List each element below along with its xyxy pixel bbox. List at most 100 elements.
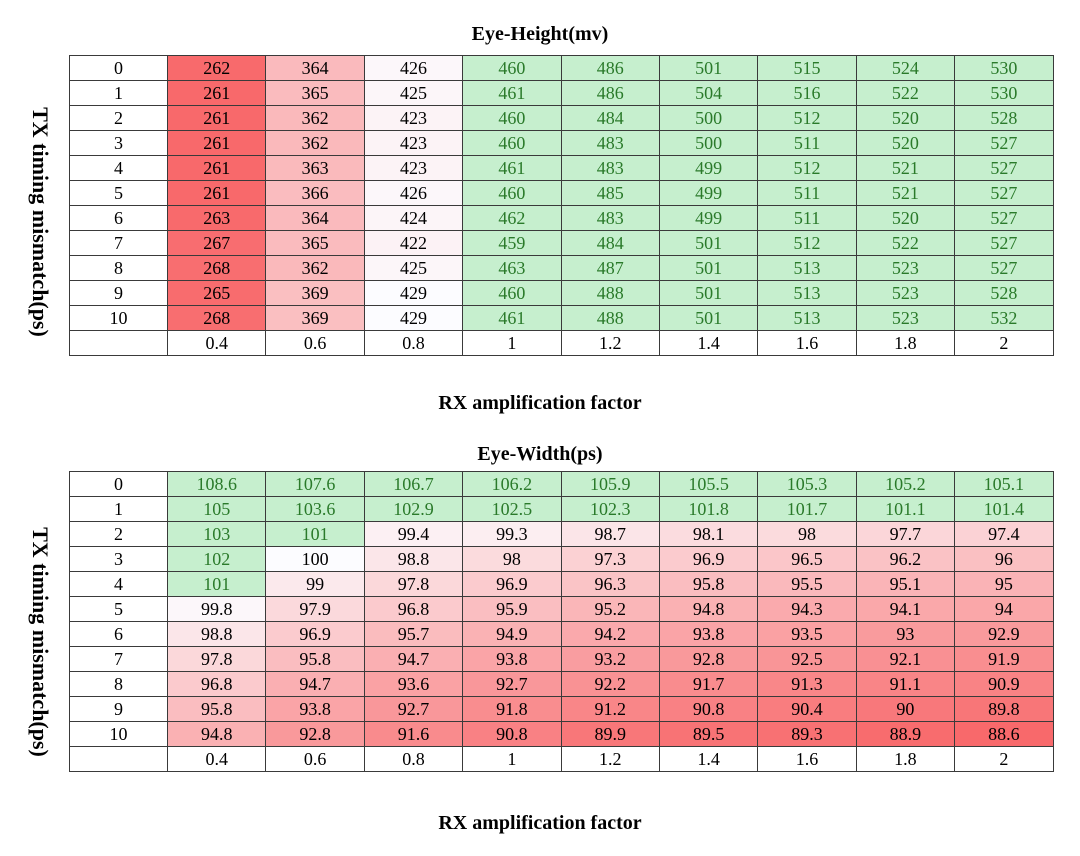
heatmap-cell: 96.9	[462, 571, 562, 597]
x-tick-label: 0.6	[265, 330, 365, 356]
heatmap-cell: 530	[954, 55, 1054, 81]
heatmap-cell: 423	[363, 130, 464, 156]
heatmap-cell: 99.8	[166, 596, 267, 622]
heatmap-cell: 527	[954, 180, 1054, 206]
heatmap-cell: 429	[363, 305, 464, 331]
heatmap-cell: 94	[954, 596, 1054, 622]
y-axis-label: TX timing mismatch(ps)	[28, 527, 53, 757]
heatmap-cell: 93.6	[363, 671, 464, 697]
heatmap-cell: 95.8	[265, 646, 365, 672]
heatmap-cell: 94.7	[265, 671, 365, 697]
row-label: 5	[69, 596, 168, 622]
heatmap-cell: 96.5	[757, 546, 857, 572]
heatmap-cell: 89.8	[954, 696, 1054, 722]
x-tick-label: 0.8	[363, 746, 464, 772]
heatmap-cell: 501	[658, 230, 759, 256]
heatmap-cell: 88.9	[855, 721, 956, 747]
heatmap-cell: 105.5	[658, 471, 759, 497]
heatmap-cell: 98	[757, 521, 857, 547]
heatmap-cell: 261	[166, 130, 267, 156]
row-label: 10	[69, 721, 168, 747]
heatmap-cell: 499	[658, 155, 759, 181]
heatmap-cell: 460	[462, 105, 562, 131]
heatmap-cell: 94.8	[658, 596, 759, 622]
row-label: 9	[69, 696, 168, 722]
heatmap-cell: 98.8	[166, 621, 267, 647]
heatmap-row: 5 99.8 97.9 96.8 95.9 95.2 94.8 94.3 94.1 94	[69, 596, 1054, 622]
heatmap-cell: 486	[560, 55, 660, 81]
heatmap-cell: 93.8	[265, 696, 365, 722]
heatmap-cell: 105.1	[954, 471, 1054, 497]
heatmap-cell: 94.9	[462, 621, 562, 647]
heatmap-cell: 106.7	[363, 471, 464, 497]
heatmap-cell: 90.8	[658, 696, 759, 722]
heatmap-cell: 96.2	[855, 546, 956, 572]
x-tick-label: 1.4	[658, 746, 759, 772]
heatmap-row: 10 268 369 429 461 488 501 513 523 532	[69, 305, 1054, 331]
x-tick-label: 2	[954, 746, 1054, 772]
heatmap-cell: 91.9	[954, 646, 1054, 672]
heatmap-cell: 93.5	[757, 621, 857, 647]
heatmap-cell: 362	[265, 105, 365, 131]
row-label: 3	[69, 546, 168, 572]
heatmap-cell: 105.2	[855, 471, 956, 497]
heatmap-cell: 90.9	[954, 671, 1054, 697]
heatmap-cell: 366	[265, 180, 365, 206]
heatmap-row: 6 98.8 96.9 95.7 94.9 94.2 93.8 93.5 93 92.9	[69, 621, 1054, 647]
heatmap-cell: 513	[757, 255, 857, 281]
heatmap-cell: 97.3	[560, 546, 660, 572]
heatmap-cell: 93.8	[462, 646, 562, 672]
row-label: 7	[69, 646, 168, 672]
row-label: 5	[69, 180, 168, 206]
heatmap-cell: 483	[560, 130, 660, 156]
heatmap-cell: 369	[265, 305, 365, 331]
heatmap-cell: 511	[757, 130, 857, 156]
heatmap-cell: 501	[658, 55, 759, 81]
heatmap-cell: 429	[363, 280, 464, 306]
x-tick-label: 1.8	[855, 746, 956, 772]
heatmap-cell: 521	[855, 180, 956, 206]
heatmap-cell: 527	[954, 130, 1054, 156]
heatmap-cell: 523	[855, 255, 956, 281]
heatmap-cell: 92.1	[855, 646, 956, 672]
heatmap-cell: 521	[855, 155, 956, 181]
heatmap-table: 0 262 364 426 460 486 501 515 524 530 1 261 365 425 46…	[69, 55, 1054, 356]
heatmap-cell: 268	[166, 305, 267, 331]
heatmap-cell: 93.8	[658, 621, 759, 647]
row-label: 4	[69, 571, 168, 597]
heatmap-cell: 99	[265, 571, 365, 597]
row-label: 7	[69, 230, 168, 256]
x-tick-label: 0.8	[363, 330, 464, 356]
heatmap-cell: 461	[462, 80, 562, 106]
row-label: 8	[69, 671, 168, 697]
row-label: 2	[69, 521, 168, 547]
heatmap-cell: 511	[757, 180, 857, 206]
x-tick-row: 0.4 0.6 0.8 1 1.2 1.4 1.6 1.8 2	[69, 746, 1054, 772]
heatmap-cell: 486	[560, 80, 660, 106]
heatmap-cell: 483	[560, 155, 660, 181]
heatmap-cell: 101	[265, 521, 365, 547]
heatmap-cell: 365	[265, 230, 365, 256]
heatmap-row: 1 261 365 425 461 486 504 516 522 530	[69, 80, 1054, 106]
heatmap-cell: 513	[757, 280, 857, 306]
heatmap-cell: 520	[855, 205, 956, 231]
heatmap-cell: 516	[757, 80, 857, 106]
x-tick-label: 1.4	[658, 330, 759, 356]
heatmap-cell: 97.8	[363, 571, 464, 597]
x-tick-label: 1.2	[560, 330, 660, 356]
heatmap-cell: 92.7	[462, 671, 562, 697]
heatmap-cell: 261	[166, 105, 267, 131]
heatmap-cell: 487	[560, 255, 660, 281]
heatmap-cell: 92.8	[265, 721, 365, 747]
heatmap-cell: 460	[462, 280, 562, 306]
heatmap-cell: 520	[855, 130, 956, 156]
heatmap-cell: 532	[954, 305, 1054, 331]
x-tick-label: 0.6	[265, 746, 365, 772]
heatmap-cell: 422	[363, 230, 464, 256]
heatmap-row: 9 95.8 93.8 92.7 91.8 91.2 90.8 90.4 90 89.8	[69, 696, 1054, 722]
heatmap-row: 8 96.8 94.7 93.6 92.7 92.2 91.7 91.3 91.1 90.9	[69, 671, 1054, 697]
heatmap-cell: 94.8	[166, 721, 267, 747]
heatmap-cell: 488	[560, 305, 660, 331]
heatmap-cell: 102	[166, 546, 267, 572]
heatmap-cell: 91.8	[462, 696, 562, 722]
